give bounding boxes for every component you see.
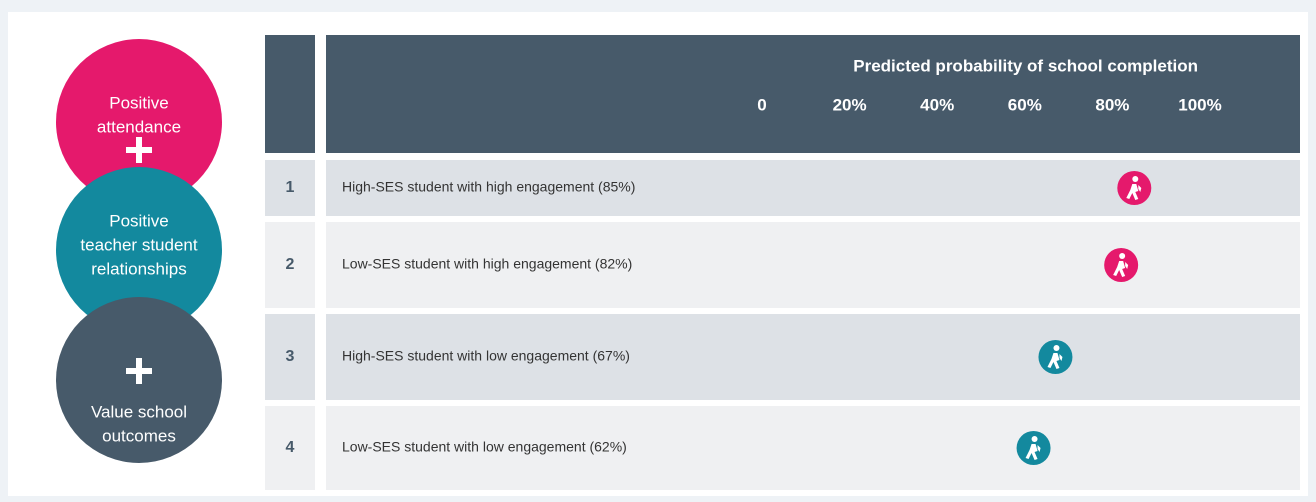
row-number: 3 — [286, 348, 295, 365]
dot-marker — [1016, 431, 1051, 465]
badge-text: relationships — [91, 259, 186, 278]
x-tick-label: 0 — [757, 95, 766, 114]
dot-marker — [1038, 340, 1073, 374]
badge-text: Positive — [109, 211, 169, 230]
badge-circle — [56, 39, 222, 205]
row-cell — [326, 406, 1300, 490]
header-corner — [265, 35, 315, 153]
icon-head — [1132, 176, 1139, 182]
x-tick-label: 20% — [833, 95, 867, 114]
x-tick-label: 100% — [1178, 95, 1221, 114]
row-cell — [326, 314, 1300, 400]
row-number-cell — [265, 314, 315, 400]
row-number: 1 — [286, 179, 295, 196]
badge-text: teacher student — [80, 235, 197, 254]
badge-text: Value school — [91, 402, 187, 421]
row-label: High-SES student with low engagement (67… — [342, 348, 630, 364]
icon-head — [1119, 253, 1126, 259]
plus-icon — [126, 137, 152, 163]
row-number: 4 — [286, 439, 295, 456]
x-tick-label: 80% — [1095, 95, 1129, 114]
badge-text: Positive — [109, 93, 169, 112]
icon-body — [1113, 261, 1129, 277]
dot-marker — [1104, 248, 1139, 282]
badges: Positive attendance Positive teacher studen… — [56, 39, 222, 463]
row-number-cell — [265, 406, 315, 490]
x-tick-label: 40% — [920, 95, 954, 114]
row-label: High-SES student with high engagement (8… — [342, 179, 635, 195]
x-tick-label: 60% — [1008, 95, 1042, 114]
row-label: Low-SES student with high engagement (82… — [342, 256, 632, 272]
badge-text: outcomes — [102, 426, 176, 445]
header-bar — [326, 35, 1300, 153]
icon-head — [1053, 345, 1060, 351]
icon-body — [1047, 353, 1063, 369]
chart-title: Predicted probability of school completi… — [853, 56, 1198, 75]
dot-marker — [1117, 171, 1152, 205]
badge-circle — [56, 167, 222, 333]
icon-head — [1031, 436, 1038, 442]
icon-body — [1126, 184, 1142, 200]
row-label: Low-SES student with low engagement (62%… — [342, 439, 627, 455]
plus-icon — [126, 358, 152, 384]
row-number: 2 — [286, 256, 295, 273]
row-number-cell — [265, 222, 315, 308]
row-number-cell — [265, 160, 315, 216]
badge-text: attendance — [97, 117, 181, 136]
icon-body — [1025, 444, 1041, 460]
